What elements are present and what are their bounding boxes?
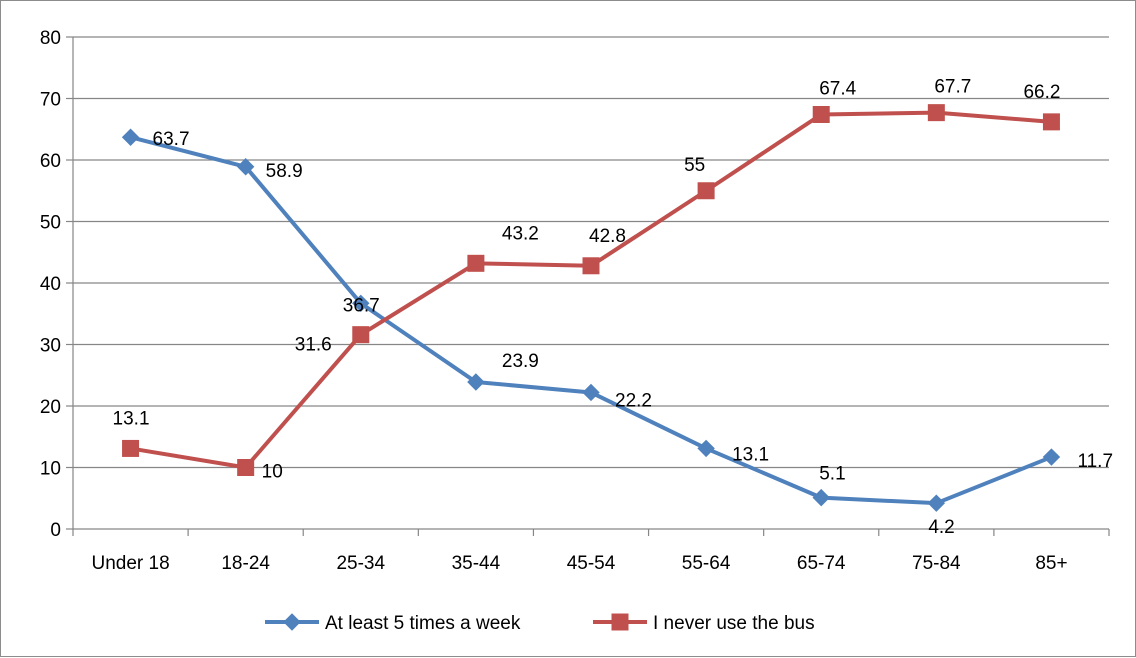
data-point — [121, 128, 140, 146]
y-tick-label: 0 — [50, 520, 61, 541]
data-label: 63.7 — [153, 129, 190, 150]
data-label: 13.1 — [113, 408, 150, 429]
legend-label: At least 5 times a week — [325, 613, 521, 634]
y-tick-label: 60 — [40, 151, 61, 172]
data-point — [582, 383, 600, 402]
y-tick-label: 80 — [40, 28, 61, 49]
data-label: 31.6 — [295, 335, 332, 356]
grid-lines — [73, 36, 1109, 469]
data-label: 5.1 — [819, 464, 845, 485]
data-point — [812, 488, 830, 507]
y-tick-label: 10 — [40, 459, 61, 480]
data-point — [352, 326, 370, 344]
x-axis-ticks: Under 18 18-24 25-34 35-44 45-54 55-64 65-74 75… — [72, 529, 1110, 574]
y-axis-ticks: 0 10 20 30 40 50 60 70 80 — [40, 28, 73, 541]
data-label: 43.2 — [502, 223, 539, 244]
x-tick-label: 55-64 — [682, 553, 731, 574]
data-point — [697, 439, 715, 458]
data-point — [122, 439, 140, 457]
x-tick-label: 65-74 — [797, 553, 846, 574]
data-point — [236, 158, 255, 176]
y-tick-label: 70 — [40, 90, 61, 111]
data-point — [237, 459, 255, 476]
x-tick-label: Under 18 — [91, 553, 169, 574]
series-group — [121, 104, 1061, 512]
x-tick-label: 75-84 — [912, 553, 961, 574]
x-tick-label: 45-54 — [567, 553, 616, 574]
data-point — [1042, 113, 1060, 131]
data-label: 66.2 — [1023, 82, 1060, 103]
y-tick-label: 30 — [40, 336, 61, 357]
data-label: 11.7 — [1077, 451, 1113, 472]
data-label: 42.8 — [589, 226, 626, 247]
x-tick-label: 18-24 — [221, 553, 270, 574]
y-tick-label: 20 — [40, 397, 61, 418]
data-label: 55 — [684, 155, 705, 176]
y-tick-label: 40 — [40, 274, 61, 295]
data-label: 67.4 — [819, 78, 856, 99]
legend-swatch-marker — [611, 613, 629, 631]
series-line-0 — [130, 135, 1053, 506]
x-tick-label: 25-34 — [336, 553, 385, 574]
data-point — [467, 373, 485, 391]
data-label: 4.2 — [928, 517, 954, 538]
data-point — [1042, 448, 1061, 466]
data-point — [927, 494, 946, 512]
legend: At least 5 times a week I never use the b… — [265, 613, 815, 634]
x-tick-label: 85+ — [1035, 553, 1067, 574]
data-point — [927, 104, 945, 122]
data-point — [697, 182, 715, 200]
data-point — [812, 105, 830, 123]
data-point — [352, 294, 370, 313]
data-label: 67.7 — [934, 77, 971, 98]
data-label: 23.9 — [502, 351, 539, 372]
data-label: 58.9 — [266, 161, 303, 182]
data-point — [582, 257, 600, 275]
legend-label: I never use the bus — [653, 613, 815, 634]
data-label: 13.1 — [732, 444, 769, 465]
y-tick-label: 50 — [40, 213, 61, 234]
x-tick-label: 35-44 — [452, 553, 501, 574]
data-label: 36.7 — [343, 295, 380, 316]
legend-swatch-marker — [283, 613, 301, 631]
data-labels: 63.7 58.9 36.7 23.9 22.2 13.1 5.1 4.2 11.7 13.1 10… — [113, 77, 1113, 539]
data-label: 10 — [262, 462, 283, 483]
data-label: 22.2 — [615, 390, 652, 411]
data-point — [467, 254, 485, 272]
legend-item-1: I never use the bus — [593, 613, 815, 634]
legend-item-0: At least 5 times a week — [265, 613, 521, 634]
